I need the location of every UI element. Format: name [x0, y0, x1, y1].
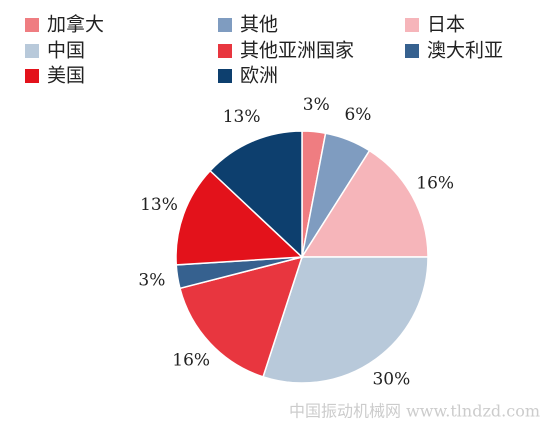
pie-slice: [179, 255, 304, 378]
pie-slice: [209, 130, 303, 259]
data-label: 13%: [223, 107, 261, 127]
legend-swatch: [405, 44, 419, 58]
legend-label: 日本: [427, 14, 465, 36]
legend-label: 美国: [47, 65, 85, 87]
data-label: 16%: [416, 173, 454, 193]
data-label: 30%: [372, 369, 410, 389]
legend-label: 其他亚洲国家: [240, 40, 354, 62]
data-label: 13%: [140, 195, 178, 215]
legend-label: 欧洲: [240, 65, 278, 87]
legend-swatch: [25, 69, 39, 83]
legend-label: 加拿大: [47, 13, 104, 36]
pie-slice: [300, 149, 429, 258]
legend-swatch: [218, 18, 232, 32]
legend-label: 澳大利亚: [427, 40, 503, 62]
data-label: 16%: [172, 351, 210, 371]
legend-swatch: [218, 69, 232, 83]
data-label: 6%: [344, 105, 371, 125]
legend-swatch: [25, 44, 39, 58]
legend-label: 其他: [240, 14, 278, 36]
watermark: 中国振动机械网 www.tlndzd.com: [289, 402, 540, 421]
pie-slice: [262, 256, 429, 384]
data-label: 3%: [303, 95, 330, 115]
data-label: 3%: [138, 270, 165, 290]
pie-slice: [175, 169, 304, 266]
legend-label: 中国: [47, 40, 85, 62]
legend-swatch: [25, 18, 39, 32]
legend-swatch: [218, 44, 232, 58]
legend-swatch: [405, 18, 419, 32]
